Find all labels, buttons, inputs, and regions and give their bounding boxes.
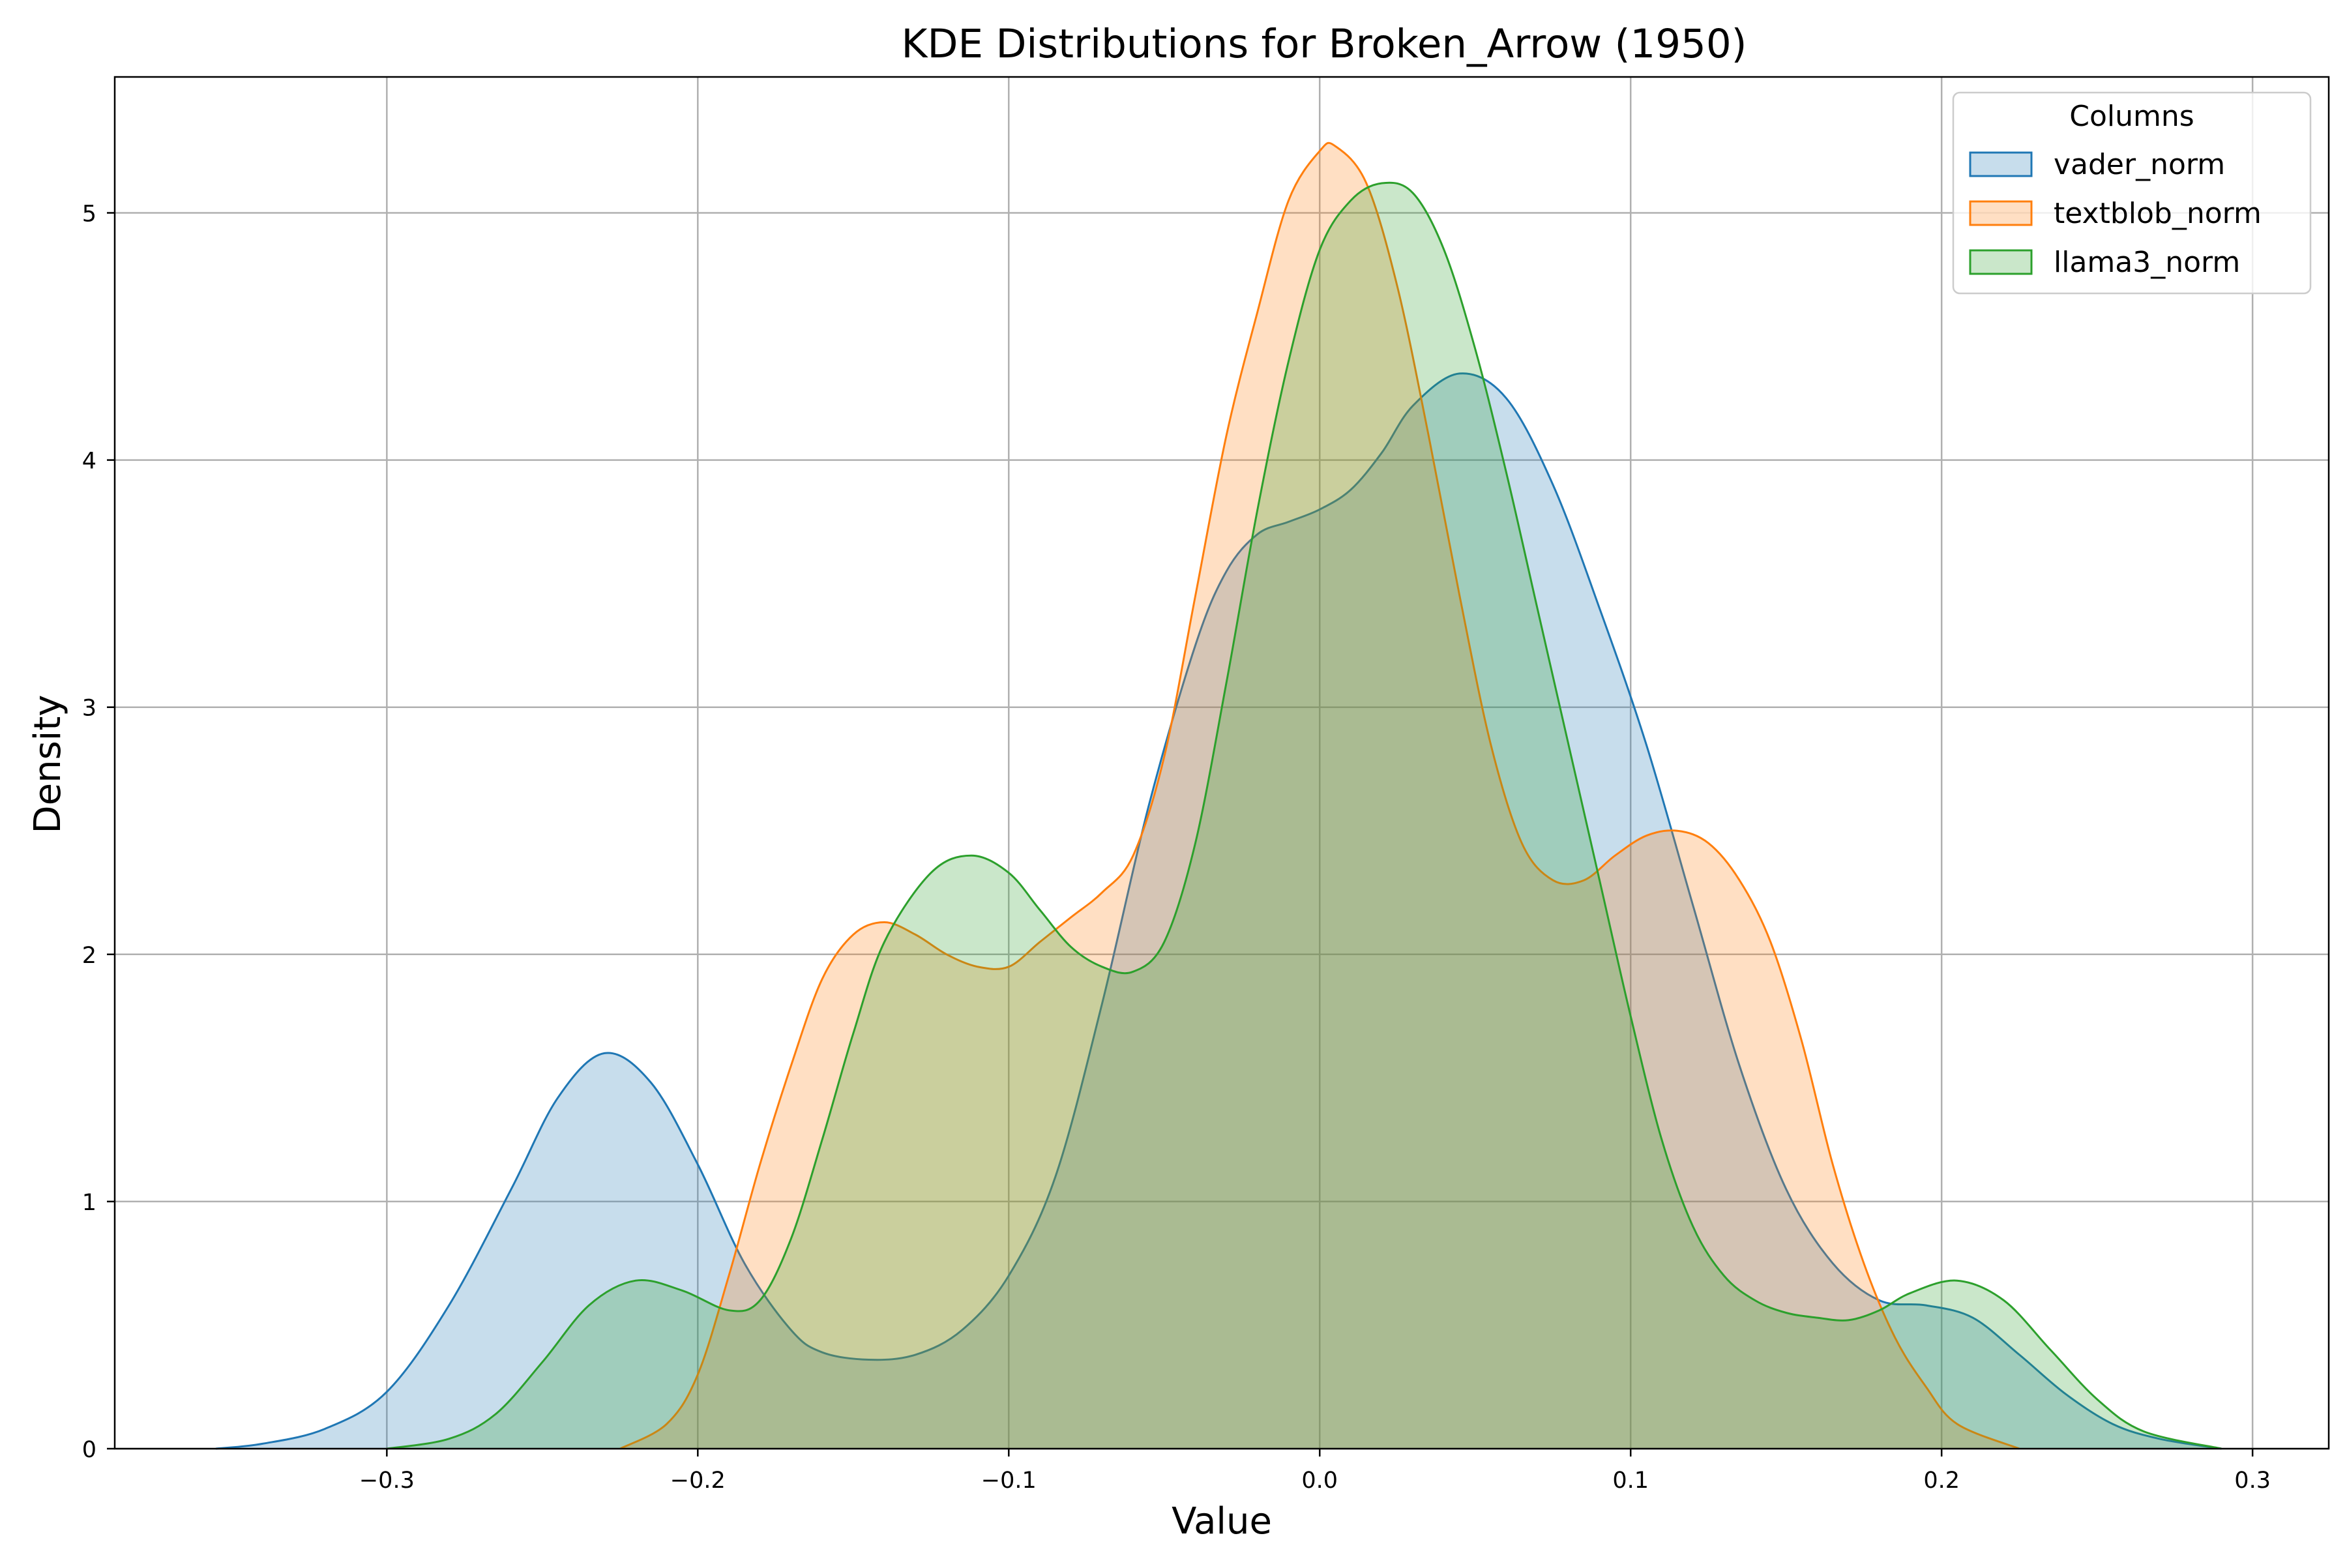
x-tick-label-0: −0.3: [359, 1468, 415, 1494]
legend-label-llama3_norm: llama3_norm: [2054, 246, 2240, 279]
x-tick-label-4: 0.1: [1612, 1468, 1649, 1494]
x-tick-label-3: 0.0: [1301, 1468, 1338, 1494]
legend-label-vader_norm: vader_norm: [2054, 148, 2225, 181]
series-line-llama3_norm: [387, 181, 2222, 1450]
series-area-llama3_norm: [387, 183, 2222, 1449]
plot-frame: [113, 76, 2330, 1450]
series-line-vader_norm: [215, 372, 2222, 1450]
legend-swatch-vader_norm: [1969, 151, 2033, 177]
axis-ticks: −0.3 −0.2 −0.1 0.0 0.1 0.2 0.3 0 1 2 3 4 5: [82, 201, 2271, 1494]
chart-title: KDE Distributions for Broken_Arrow (1950…: [902, 21, 1747, 67]
legend-swatch-textblob_norm: [1969, 200, 2033, 226]
x-tick-label-1: −0.2: [670, 1468, 726, 1494]
y-tick-label-0: 0: [82, 1437, 96, 1463]
x-tick-label-6: 0.3: [2234, 1468, 2271, 1494]
legend-box: [1952, 91, 2312, 295]
y-axis-label: Density: [27, 695, 69, 834]
legend-title: Columns: [2069, 100, 2194, 133]
legend: Columns vader_norm textblob_norm llama3_no…: [1952, 91, 2312, 295]
x-axis-label: Value: [1172, 1500, 1272, 1543]
legend-label-textblob_norm: textblob_norm: [2054, 197, 2262, 230]
y-tick-label-4: 4: [82, 449, 96, 475]
x-tick-label-2: −0.1: [981, 1468, 1037, 1494]
series-area-textblob_norm: [620, 143, 2020, 1449]
series-areas: [215, 141, 2222, 1450]
y-tick-label-1: 1: [82, 1190, 96, 1216]
series-line-textblob_norm: [619, 141, 2020, 1450]
y-tick-label-5: 5: [82, 201, 96, 228]
series-area-vader_norm: [216, 373, 2222, 1449]
x-tick-label-5: 0.2: [1923, 1468, 1960, 1494]
y-tick-label-2: 2: [82, 943, 96, 969]
y-tick-label-3: 3: [82, 696, 96, 722]
legend-items: vader_norm textblob_norm llama3_norm: [1969, 148, 2262, 279]
legend-swatch-llama3_norm: [1969, 249, 2033, 275]
